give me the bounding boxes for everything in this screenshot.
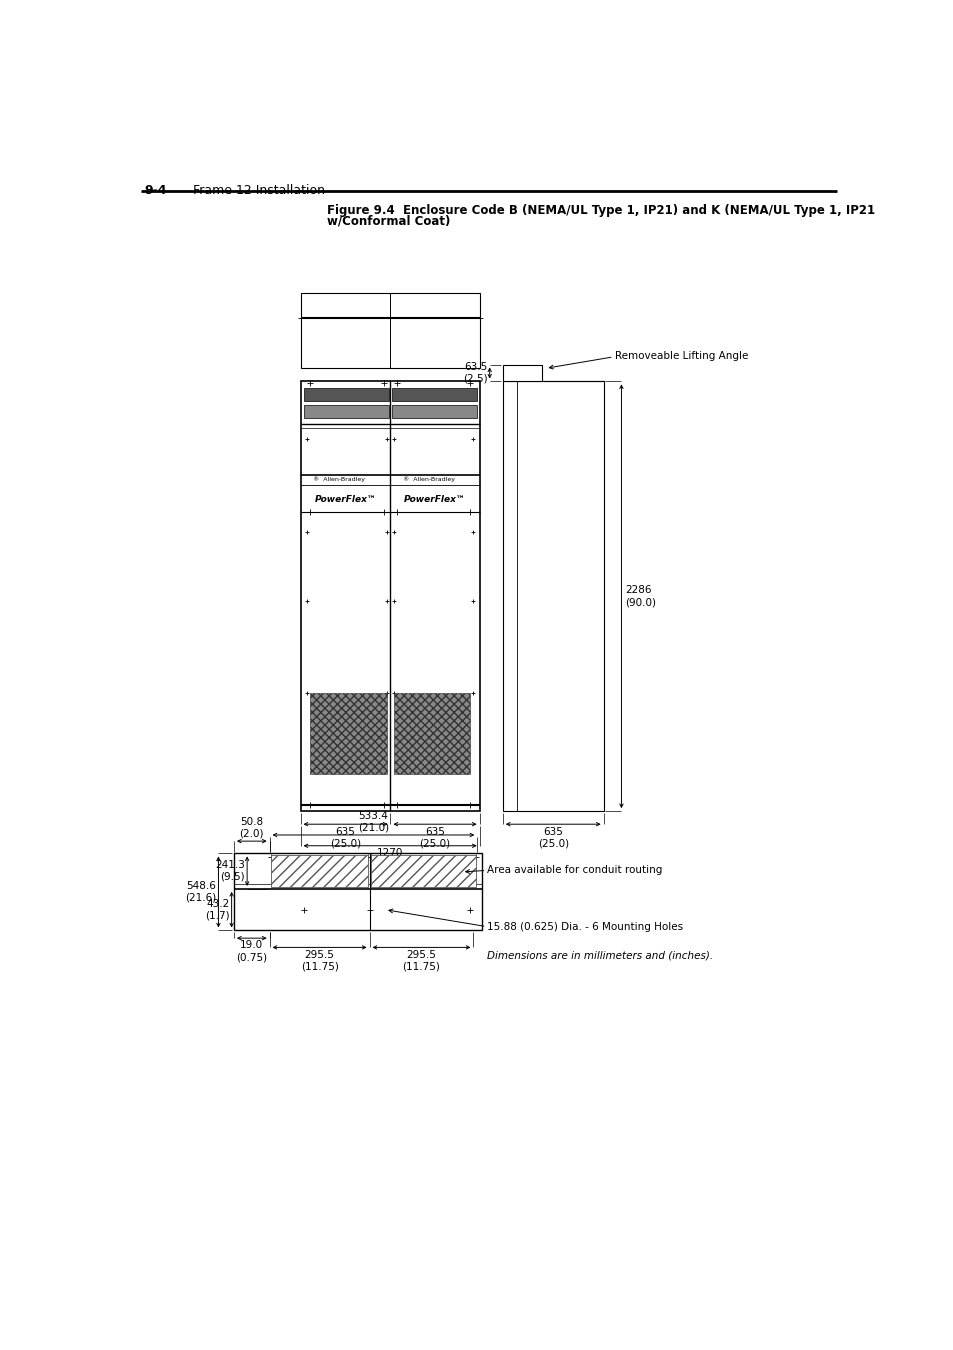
Text: 548.6
(21.6): 548.6 (21.6) (185, 882, 216, 903)
Text: 19.0
(0.75): 19.0 (0.75) (236, 941, 267, 963)
Text: Removeable Lifting Angle: Removeable Lifting Angle (615, 351, 748, 360)
Text: 533.4
(21.0): 533.4 (21.0) (357, 811, 389, 833)
Bar (394, 694, 470, 774)
Text: 635
(25.0): 635 (25.0) (537, 826, 568, 848)
Bar (371, 855, 476, 887)
Text: Figure 9.4  Enclosure Code B (NEMA/UL Type 1, IP21) and K (NEMA/UL Type 1, IP21: Figure 9.4 Enclosure Code B (NEMA/UL Typ… (327, 204, 874, 216)
Text: ®  Allen-Bradley: ® Allen-Bradley (313, 477, 365, 482)
Text: 15.88 (0.625) Dia. - 6 Mounting Holes: 15.88 (0.625) Dia. - 6 Mounting Holes (487, 922, 682, 931)
Bar (271, 855, 368, 887)
Bar (392, 405, 476, 418)
Text: 295.5
(11.75): 295.5 (11.75) (402, 949, 440, 971)
Text: 9-4: 9-4 (144, 184, 167, 197)
Text: 43.2
(1.7): 43.2 (1.7) (205, 899, 229, 921)
Bar (300, 293, 479, 367)
Text: 1270
(50.0): 1270 (50.0) (375, 848, 405, 869)
Text: Area available for conduit routing: Area available for conduit routing (487, 865, 662, 875)
Bar (233, 853, 481, 930)
Text: PowerFlex™: PowerFlex™ (404, 494, 465, 504)
Text: Dimensions are in millimeters and (inches).: Dimensions are in millimeters and (inche… (487, 950, 713, 960)
Bar (303, 405, 389, 418)
Text: 295.5
(11.75): 295.5 (11.75) (300, 949, 338, 971)
Text: 63.5
(2.5): 63.5 (2.5) (462, 362, 487, 383)
Text: 241.3
(9.5): 241.3 (9.5) (214, 860, 245, 882)
Text: 635
(25.0): 635 (25.0) (330, 826, 361, 848)
Bar (300, 382, 479, 811)
Text: PowerFlex™: PowerFlex™ (314, 494, 376, 504)
Bar (392, 387, 476, 401)
Text: Frame 12 Installation: Frame 12 Installation (193, 184, 325, 197)
Bar (502, 364, 541, 382)
Bar (303, 387, 389, 401)
Text: w/Conformal Coat): w/Conformal Coat) (327, 215, 450, 227)
Bar (310, 694, 386, 774)
Text: ®  Allen-Bradley: ® Allen-Bradley (402, 477, 455, 482)
Text: 50.8
(2.0): 50.8 (2.0) (239, 817, 264, 838)
Bar (502, 382, 603, 811)
Text: 635
(25.0): 635 (25.0) (419, 826, 450, 848)
Text: 2286
(90.0): 2286 (90.0) (624, 586, 656, 608)
